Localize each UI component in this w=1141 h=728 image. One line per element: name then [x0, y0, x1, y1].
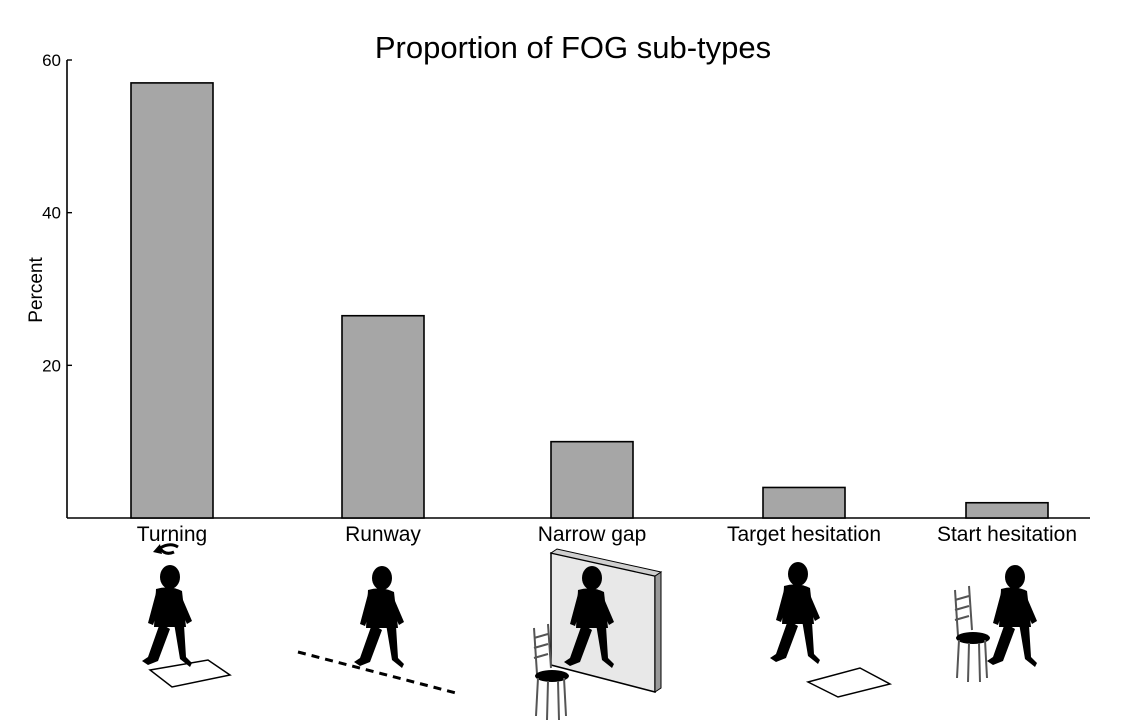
category-label: Target hesitation [727, 523, 881, 546]
bar-turning [130, 82, 214, 519]
category-label: Runway [345, 523, 421, 546]
narrow-gap-walker-icon [533, 548, 663, 721]
chart-title: Proportion of FOG sub-types [375, 30, 771, 65]
turning-walker-icon [142, 543, 232, 688]
runway-walker-icon [297, 566, 461, 696]
category-label: Narrow gap [538, 523, 647, 546]
category-label: Start hesitation [937, 523, 1077, 546]
bar-runway [341, 314, 425, 519]
y-axis-label: Percent [26, 257, 47, 323]
bars [130, 82, 1049, 519]
bar-target-hesitation [762, 486, 846, 519]
start-hesitation-walker-icon [954, 565, 1037, 683]
target-hesitation-walker-icon [770, 562, 893, 698]
category-icons [142, 543, 1037, 721]
category-label: Turning [137, 523, 207, 546]
y-ticks: 20 40 60 [42, 51, 72, 375]
y-tick-label: 60 [42, 51, 61, 70]
y-tick-label: 20 [42, 356, 61, 375]
bar-narrow-gap [550, 440, 634, 519]
bar-start-hesitation [965, 501, 1049, 519]
y-tick-label: 40 [42, 204, 61, 223]
category-labels: Turning Runway Narrow gap Target hesitation… [137, 523, 1077, 546]
